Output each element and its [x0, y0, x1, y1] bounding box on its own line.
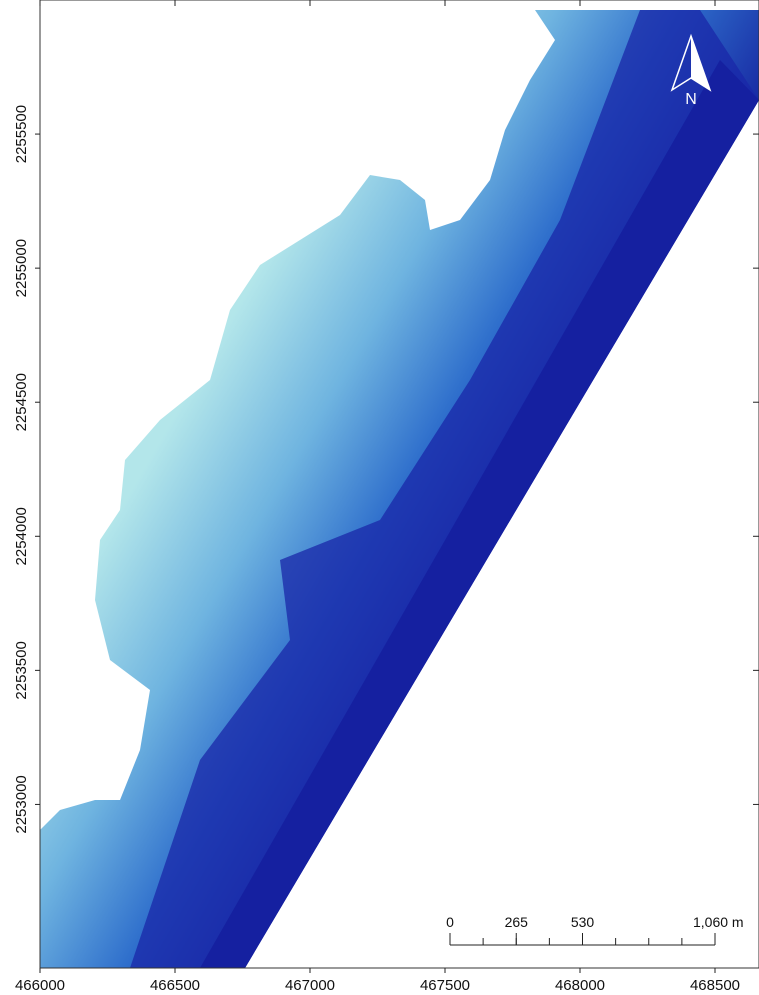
x-tick-label: 468500 [690, 977, 740, 994]
bathymetry [40, 10, 759, 968]
scale-label: 0 [446, 914, 454, 930]
x-tick-label: 466500 [150, 977, 200, 994]
scale-label: 265 [505, 914, 529, 930]
scale-bar: 0 265 530 1,060 m [446, 914, 743, 945]
x-tick-label: 466000 [15, 977, 65, 994]
y-tick-label: 2255500 [13, 105, 30, 163]
y-tick-label: 2253500 [13, 641, 30, 699]
y-tick-label: 2255000 [13, 239, 30, 297]
map-figure: N 0 265 530 1,060 m 466000 466500 467000 46750… [0, 0, 759, 995]
north-label: N [685, 91, 697, 108]
scale-label: 530 [571, 914, 595, 930]
x-tick-label: 468000 [555, 977, 605, 994]
x-tick-label: 467500 [420, 977, 470, 994]
y-tick-label: 2254500 [13, 373, 30, 431]
y-tick-label: 2253000 [13, 775, 30, 833]
x-tick-label: 467000 [285, 977, 335, 994]
y-tick-label: 2254000 [13, 507, 30, 565]
scale-label: 1,060 m [693, 914, 744, 930]
